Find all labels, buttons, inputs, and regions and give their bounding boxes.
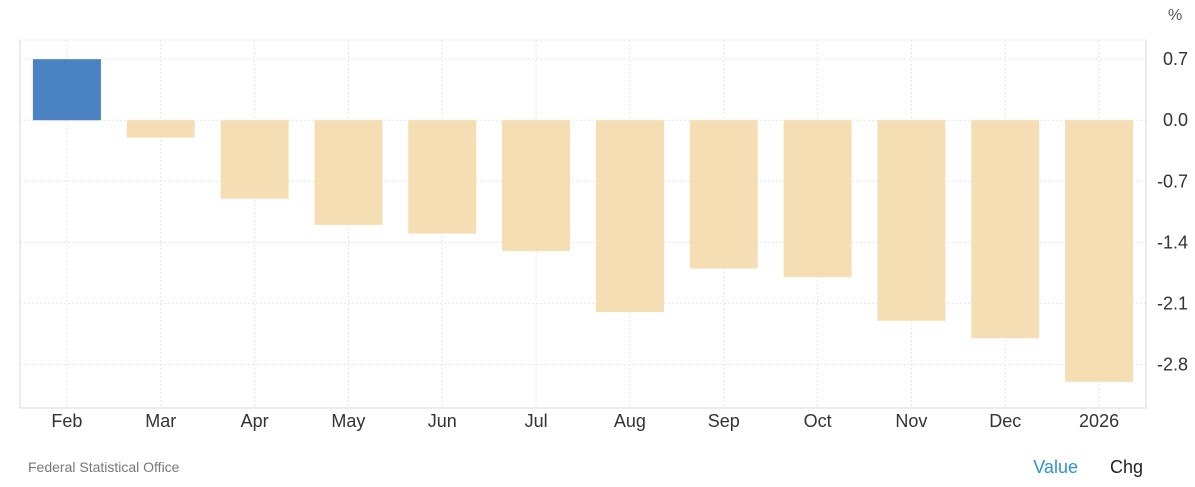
y-tick-label: -2.8: [1157, 354, 1188, 374]
x-tick-label: Apr: [241, 411, 269, 431]
tab-value[interactable]: Value: [1033, 457, 1078, 477]
view-tabs: Value Chg: [1033, 457, 1143, 478]
bar-aug: [595, 120, 664, 313]
y-tick-label: 0.7: [1163, 49, 1188, 69]
y-tick-label: -0.7: [1157, 171, 1188, 191]
x-tick-label: Jun: [428, 411, 457, 431]
bar-apr: [220, 120, 289, 199]
bar-feb: [32, 59, 101, 121]
bar-dec: [971, 120, 1040, 339]
x-tick-label: Sep: [708, 411, 740, 431]
x-axis-labels: Feb Mar Apr May Jun Jul Aug Sep Oct Nov Dec 2026: [51, 411, 1119, 431]
tab-chg[interactable]: Chg: [1109, 457, 1143, 477]
bar-nov: [877, 120, 946, 321]
bar-sep: [689, 120, 758, 269]
bar-2026: [1065, 120, 1134, 382]
bar-may: [314, 120, 383, 225]
x-tick-label: Nov: [895, 411, 927, 431]
y-tick-label: -1.4: [1157, 232, 1188, 252]
y-tick-label: 0.0: [1163, 110, 1188, 130]
x-tick-label: Jul: [525, 411, 548, 431]
y-axis-labels: 0.7 0.0 -0.7 -1.4 -2.1 -2.8: [1157, 49, 1188, 374]
x-tick-label: 2026: [1079, 411, 1119, 431]
x-tick-label: Aug: [614, 411, 646, 431]
bars: [32, 59, 1134, 382]
y-tick-label: -2.1: [1157, 293, 1188, 313]
bar-oct: [783, 120, 852, 278]
x-tick-label: Dec: [989, 411, 1021, 431]
x-tick-label: Feb: [51, 411, 82, 431]
y-axis-unit: %: [1168, 7, 1182, 24]
bar-jun: [408, 120, 477, 234]
x-tick-label: Mar: [145, 411, 176, 431]
bar-chart: Feb Mar Apr May Jun Jul Aug Sep Oct Nov Dec 2026 0.…: [19, 7, 1188, 431]
bar-mar: [126, 120, 195, 138]
axes: [19, 40, 1147, 409]
source-label: Federal Statistical Office: [28, 459, 180, 475]
x-tick-label: May: [331, 411, 365, 431]
bar-jul: [502, 120, 571, 252]
x-tick-label: Oct: [804, 411, 832, 431]
